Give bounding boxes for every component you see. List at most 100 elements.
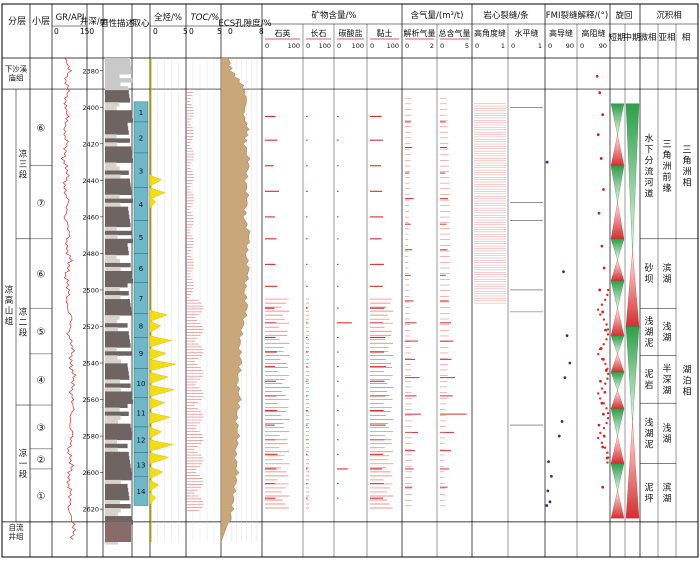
fmi-high-resistivity-point bbox=[604, 328, 607, 332]
fmi-high-resistivity-point bbox=[597, 423, 601, 427]
quanjing-peak bbox=[149, 384, 175, 397]
sublayer-label: ⑤ bbox=[37, 327, 46, 338]
quanjing-peak bbox=[149, 412, 171, 424]
header-ecs-max: 8 bbox=[259, 27, 264, 36]
core-segment-label: 9 bbox=[139, 350, 143, 358]
lithology-bed bbox=[105, 351, 132, 356]
lithology-bed bbox=[105, 142, 118, 147]
fmi-subcol-label: 高阻缝 bbox=[582, 28, 606, 38]
lithology-bed bbox=[105, 210, 129, 216]
lithology-bed bbox=[105, 146, 132, 151]
lithology-bed bbox=[105, 82, 121, 87]
fmi-high-resistivity-point bbox=[604, 362, 607, 366]
fmi-high-resistivity-point bbox=[605, 323, 608, 326]
lithology-bed bbox=[105, 495, 130, 501]
lithology-bed bbox=[105, 431, 132, 437]
mineral-track bbox=[265, 115, 394, 509]
fmi-track bbox=[545, 74, 610, 507]
quanjing-peak bbox=[149, 426, 162, 439]
lithology-bed bbox=[105, 78, 133, 83]
depth-tick-label: 2440 bbox=[82, 177, 99, 185]
sub-facies-label: 浅湖 bbox=[662, 422, 671, 445]
lithology-bed bbox=[105, 479, 121, 485]
lithology-bed bbox=[105, 258, 120, 264]
depth-tick-label: 2580 bbox=[82, 433, 99, 441]
lithology-bed bbox=[105, 250, 129, 256]
lithology-bed bbox=[105, 190, 132, 196]
lithology-bed bbox=[105, 295, 121, 300]
lithology-bed bbox=[105, 126, 129, 131]
lithology-bed bbox=[105, 363, 128, 368]
core-segment-label: 1 bbox=[139, 109, 143, 117]
depth-tick-label: 2560 bbox=[82, 396, 99, 404]
lithology-bed bbox=[105, 106, 117, 111]
lithology-bed bbox=[105, 463, 131, 469]
short-cycle-regressive bbox=[610, 408, 625, 437]
lithology-bed bbox=[105, 407, 120, 412]
lithology-bed bbox=[105, 222, 131, 228]
lithology-bed bbox=[105, 299, 130, 304]
sublayer-label: ⑥ bbox=[37, 270, 46, 281]
micro-facies-label: 泥岩 bbox=[644, 369, 653, 391]
lithology-bed bbox=[105, 102, 120, 107]
lithology-bed bbox=[105, 287, 120, 292]
header-core-title: 取心 bbox=[132, 19, 150, 29]
fmi-subcol-min: 0 bbox=[548, 42, 552, 50]
fmi-high-resistivity-point bbox=[601, 113, 605, 117]
lithology-bed bbox=[105, 451, 129, 457]
lithology-bed bbox=[105, 214, 130, 220]
lithology-bed bbox=[105, 226, 117, 232]
depth-axis: 2380 2400 2420 2440 2460 2480 2500 2520 2540 2560… bbox=[82, 67, 103, 514]
lithology-bed bbox=[105, 435, 133, 441]
header-toc-title: TOC/% bbox=[191, 13, 220, 23]
lithology-bed bbox=[105, 439, 117, 445]
lithology-bed bbox=[105, 499, 120, 505]
fmi-high-conductivity-point bbox=[563, 376, 567, 380]
lithology-bed bbox=[105, 516, 133, 521]
lithology-bed bbox=[105, 487, 129, 493]
lithology-bed bbox=[105, 130, 129, 135]
sub-facies-label: 半深湖 bbox=[662, 363, 671, 397]
lithology-bed bbox=[105, 455, 130, 461]
quanjing-peak bbox=[149, 492, 157, 505]
sublayer-label: ③ bbox=[37, 423, 46, 434]
fmi-subcol-label: 高导缝 bbox=[549, 28, 573, 38]
fmi-high-resistivity-point bbox=[606, 328, 610, 331]
lithology-bed bbox=[105, 483, 128, 489]
sub-facies-label: 浅湖 bbox=[662, 321, 671, 344]
sublayer-label: ⑥ bbox=[37, 123, 46, 134]
fmi-high-resistivity-point bbox=[602, 188, 605, 191]
lithology-bed bbox=[105, 110, 132, 115]
fmi-high-resistivity-point bbox=[606, 456, 610, 459]
header-ecs-min: 0 bbox=[228, 27, 233, 36]
fmi-high-resistivity-point bbox=[601, 310, 605, 314]
sub-facies-label: 三角洲前缘 bbox=[662, 140, 671, 194]
header-gr-min: 0 bbox=[54, 27, 59, 36]
lithology-bed bbox=[105, 74, 120, 79]
lithology-bed bbox=[105, 343, 131, 348]
frac-subcol-min: 0 bbox=[475, 42, 479, 50]
member-label: 凉三段 bbox=[19, 148, 28, 180]
fmi-high-resistivity-point bbox=[604, 382, 607, 385]
fmi-high-resistivity-point bbox=[598, 91, 602, 95]
ecs-track bbox=[220, 57, 251, 543]
lithology-bed bbox=[105, 118, 133, 123]
quanjing-peak bbox=[149, 466, 164, 479]
fmi-high-resistivity-point bbox=[598, 288, 602, 292]
fmi-high-resistivity-point bbox=[596, 308, 600, 311]
core-segment-label: 6 bbox=[139, 265, 144, 273]
fmi-high-resistivity-point bbox=[605, 421, 608, 425]
lithology-bed bbox=[105, 86, 129, 91]
lithology-bed bbox=[105, 419, 118, 425]
quanjing-peak bbox=[149, 397, 165, 410]
lithology-bed bbox=[105, 62, 131, 67]
quanjing-peak bbox=[149, 439, 174, 452]
lithology-bed bbox=[105, 90, 129, 95]
lithology-bed bbox=[105, 459, 130, 465]
fmi-high-resistivity-point bbox=[606, 461, 609, 464]
formation-label: 下沙溪庙组 bbox=[5, 64, 28, 83]
fmi-high-conductivity-point bbox=[548, 500, 552, 504]
fmi-high-resistivity-point bbox=[606, 293, 609, 297]
